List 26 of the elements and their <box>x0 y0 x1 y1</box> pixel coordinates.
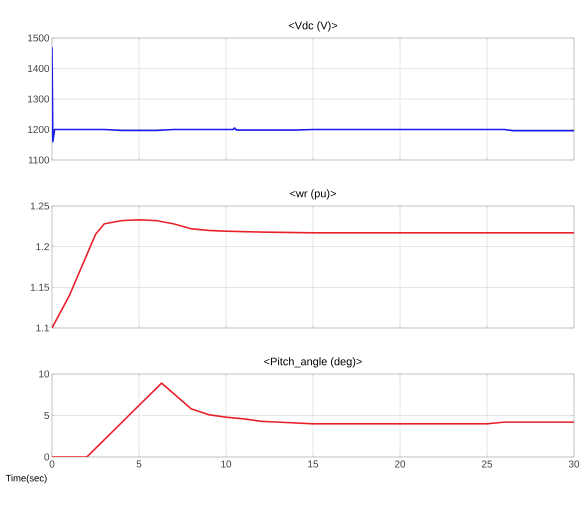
y-tick-label: 1.15 <box>30 284 50 291</box>
chart-title: <Vdc (V)> <box>288 21 338 32</box>
x-tick-label: 5 <box>136 460 142 468</box>
line-series <box>52 46 574 142</box>
chart-title: <wr (pu)> <box>290 189 336 200</box>
y-tick-label: 1300 <box>28 95 50 103</box>
x-tick-label: 10 <box>221 460 232 468</box>
x-axis-title: Time(sec) <box>6 474 47 484</box>
y-tick-label: 0 <box>44 453 50 461</box>
x-tick-label: 15 <box>308 460 318 468</box>
chart-title: <Pitch_angle (deg)> <box>264 357 362 368</box>
y-tick-label: 1.1 <box>36 324 49 332</box>
line-series <box>52 219 574 328</box>
x-tick-label: 25 <box>482 460 492 468</box>
line-series <box>52 382 574 457</box>
x-tick-label: 20 <box>394 460 406 468</box>
x-tick-label: 30 <box>568 460 580 468</box>
y-tick-label: 1.25 <box>30 202 50 210</box>
y-tick-label: 5 <box>44 412 50 419</box>
y-tick-label: 1500 <box>28 34 50 42</box>
y-tick-label: 1200 <box>28 126 50 134</box>
y-tick-label: 1100 <box>28 156 50 164</box>
y-tick-label: 1.2 <box>36 243 49 250</box>
x-tick-label: 0 <box>50 460 54 468</box>
y-tick-label: 10 <box>39 370 50 378</box>
y-tick-label: 1400 <box>28 64 50 72</box>
